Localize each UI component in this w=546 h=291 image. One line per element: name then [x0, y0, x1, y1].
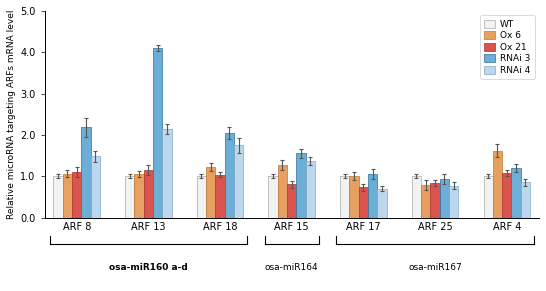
Bar: [349, 176, 359, 217]
Bar: [368, 174, 377, 217]
Bar: [197, 176, 206, 217]
Bar: [162, 129, 172, 217]
Text: osa-miR167: osa-miR167: [408, 263, 462, 272]
Bar: [225, 133, 234, 217]
Bar: [234, 145, 244, 217]
Bar: [421, 185, 430, 217]
Bar: [144, 170, 153, 217]
Bar: [484, 176, 493, 217]
Bar: [287, 184, 296, 217]
Bar: [440, 179, 449, 217]
Bar: [449, 186, 459, 217]
Bar: [81, 127, 91, 217]
Text: osa-miR164: osa-miR164: [265, 263, 319, 272]
Bar: [153, 48, 162, 217]
Bar: [493, 150, 502, 217]
Bar: [91, 156, 100, 217]
Bar: [269, 176, 278, 217]
Bar: [512, 168, 521, 217]
Bar: [521, 182, 530, 217]
Bar: [430, 183, 440, 217]
Bar: [412, 176, 421, 217]
Text: osa-miR160 a-d: osa-miR160 a-d: [109, 263, 188, 272]
Bar: [125, 176, 134, 217]
Bar: [134, 174, 144, 217]
Y-axis label: Relative microRNA targeting ARFs mRNA level: Relative microRNA targeting ARFs mRNA le…: [7, 10, 16, 219]
Bar: [216, 175, 225, 217]
Bar: [296, 153, 306, 217]
Legend: WT, Ox 6, Ox 21, RNAi 3, RNAi 4: WT, Ox 6, Ox 21, RNAi 3, RNAi 4: [480, 15, 535, 79]
Bar: [54, 176, 63, 217]
Bar: [63, 174, 72, 217]
Bar: [206, 167, 216, 217]
Bar: [278, 165, 287, 217]
Bar: [72, 172, 81, 217]
Bar: [340, 176, 349, 217]
Bar: [502, 173, 512, 217]
Bar: [306, 161, 315, 217]
Bar: [359, 187, 368, 217]
Bar: [377, 189, 387, 217]
